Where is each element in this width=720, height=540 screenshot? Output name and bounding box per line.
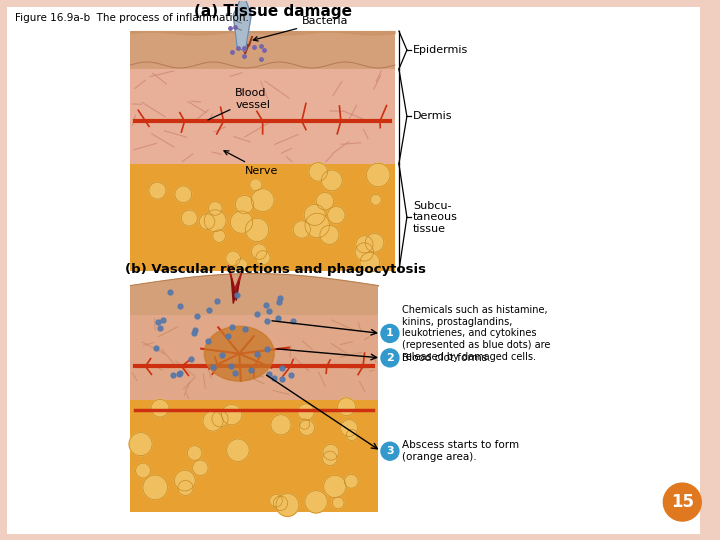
Polygon shape xyxy=(233,0,251,51)
Circle shape xyxy=(178,481,193,496)
Circle shape xyxy=(175,186,192,202)
Circle shape xyxy=(226,251,240,266)
Circle shape xyxy=(204,210,226,232)
Circle shape xyxy=(199,214,215,230)
Circle shape xyxy=(251,189,274,212)
Circle shape xyxy=(305,491,328,513)
FancyBboxPatch shape xyxy=(130,31,395,69)
Circle shape xyxy=(381,442,399,460)
Circle shape xyxy=(174,470,195,491)
Circle shape xyxy=(230,211,253,233)
Circle shape xyxy=(187,446,202,460)
Text: Subcu-
taneous
tissue: Subcu- taneous tissue xyxy=(413,200,458,234)
Circle shape xyxy=(360,252,379,272)
Circle shape xyxy=(271,415,291,435)
Circle shape xyxy=(300,419,310,429)
Circle shape xyxy=(341,420,358,436)
Circle shape xyxy=(356,236,373,253)
Polygon shape xyxy=(231,278,239,303)
Circle shape xyxy=(149,182,166,199)
Circle shape xyxy=(355,243,374,261)
Circle shape xyxy=(304,204,325,225)
FancyBboxPatch shape xyxy=(6,7,701,534)
Circle shape xyxy=(346,429,357,441)
FancyBboxPatch shape xyxy=(130,164,395,271)
Circle shape xyxy=(135,463,150,478)
Circle shape xyxy=(299,420,315,436)
Text: Epidermis: Epidermis xyxy=(413,45,468,55)
Text: 1: 1 xyxy=(386,328,394,339)
Polygon shape xyxy=(238,36,252,54)
Text: 15: 15 xyxy=(671,493,694,511)
Circle shape xyxy=(320,225,339,245)
Circle shape xyxy=(193,460,208,476)
Circle shape xyxy=(323,451,337,465)
Circle shape xyxy=(212,410,228,427)
Circle shape xyxy=(344,474,358,488)
Circle shape xyxy=(274,496,288,510)
Circle shape xyxy=(323,444,339,460)
Circle shape xyxy=(235,195,253,214)
Circle shape xyxy=(371,194,382,205)
Circle shape xyxy=(298,404,314,420)
Text: Blood
vessel: Blood vessel xyxy=(208,89,270,120)
Circle shape xyxy=(276,494,299,516)
FancyBboxPatch shape xyxy=(130,69,395,164)
Circle shape xyxy=(305,213,330,238)
Circle shape xyxy=(236,259,247,270)
Text: 3: 3 xyxy=(386,446,394,456)
Circle shape xyxy=(203,411,223,431)
Circle shape xyxy=(246,218,269,241)
Circle shape xyxy=(309,163,328,181)
Circle shape xyxy=(321,170,342,191)
Text: 2: 2 xyxy=(386,353,394,363)
FancyBboxPatch shape xyxy=(130,286,378,315)
Circle shape xyxy=(270,494,282,507)
Circle shape xyxy=(293,221,310,238)
Circle shape xyxy=(338,398,356,416)
Circle shape xyxy=(365,233,384,252)
Circle shape xyxy=(381,325,399,342)
Text: Abscess starts to form
(orange area).: Abscess starts to form (orange area). xyxy=(402,441,519,462)
Ellipse shape xyxy=(204,326,274,381)
Circle shape xyxy=(250,179,262,191)
Text: Dermis: Dermis xyxy=(413,111,452,122)
Text: Nerve: Nerve xyxy=(224,151,279,176)
FancyBboxPatch shape xyxy=(130,400,378,512)
Polygon shape xyxy=(228,266,242,294)
Circle shape xyxy=(251,244,267,259)
Text: (b) Vascular reactions and phagocytosis: (b) Vascular reactions and phagocytosis xyxy=(125,262,426,275)
Circle shape xyxy=(143,475,168,500)
Text: Figure 16.9a-b  The process of inflammation.: Figure 16.9a-b The process of inflammati… xyxy=(14,13,248,23)
Text: Blood clot forms.: Blood clot forms. xyxy=(402,353,490,363)
Circle shape xyxy=(222,404,242,425)
Circle shape xyxy=(208,201,222,215)
Circle shape xyxy=(366,163,390,187)
Text: (a) Tissue damage: (a) Tissue damage xyxy=(194,4,351,19)
FancyBboxPatch shape xyxy=(130,315,378,400)
Circle shape xyxy=(227,439,249,461)
Circle shape xyxy=(663,483,701,521)
Circle shape xyxy=(256,251,270,265)
Circle shape xyxy=(181,210,197,226)
Circle shape xyxy=(324,475,346,497)
Circle shape xyxy=(151,399,169,417)
Circle shape xyxy=(333,497,344,509)
Text: Chemicals such as histamine,
kinins, prostaglandins,
leukotrienes, and cytokines: Chemicals such as histamine, kinins, pro… xyxy=(402,305,550,362)
Text: Bacteria: Bacteria xyxy=(253,16,348,41)
Circle shape xyxy=(213,230,225,242)
Circle shape xyxy=(381,349,399,367)
Circle shape xyxy=(328,206,345,224)
Circle shape xyxy=(316,192,333,210)
Circle shape xyxy=(129,433,152,456)
